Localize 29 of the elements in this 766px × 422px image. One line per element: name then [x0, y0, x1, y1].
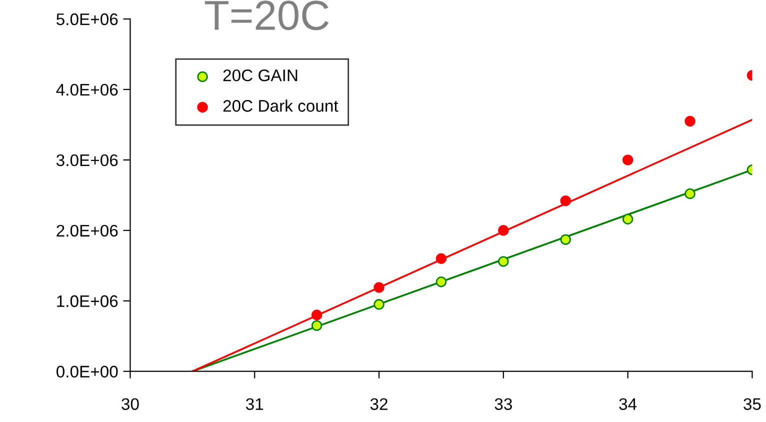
x-tick-label: 35: [744, 398, 761, 410]
point: [311, 310, 322, 320]
point: [622, 214, 634, 224]
point: [498, 225, 509, 236]
x-tick-label: 32: [370, 398, 388, 410]
point: [622, 154, 634, 166]
legend-label: 20C Dark count: [223, 100, 338, 112]
point: [684, 116, 696, 127]
y-tick-label: 5.0E+06: [56, 13, 118, 26]
point: [436, 253, 447, 264]
y-tick-label: 4.0E+06: [56, 84, 118, 96]
x-tick-label: 34: [619, 398, 637, 410]
point: [374, 299, 384, 310]
x-tick-label: 33: [494, 398, 512, 410]
legend-label: 20C GAIN: [223, 69, 298, 82]
chart-title: T=20C: [204, 0, 329, 30]
point: [560, 195, 571, 206]
y-tick-label: 3.0E+06: [56, 154, 118, 166]
point: [498, 256, 509, 267]
point: [560, 234, 571, 245]
point: [436, 276, 447, 288]
point: [684, 188, 696, 200]
point: [311, 320, 322, 331]
x-tick-label: 31: [246, 398, 264, 410]
y-tick-label: 1.0E+06: [57, 295, 118, 308]
x-tick-label: 30: [122, 398, 139, 410]
y-tick-label: 2.0E+06: [56, 224, 118, 237]
y-tick-label: 0.0E+00: [56, 366, 118, 378]
point: [374, 282, 384, 293]
